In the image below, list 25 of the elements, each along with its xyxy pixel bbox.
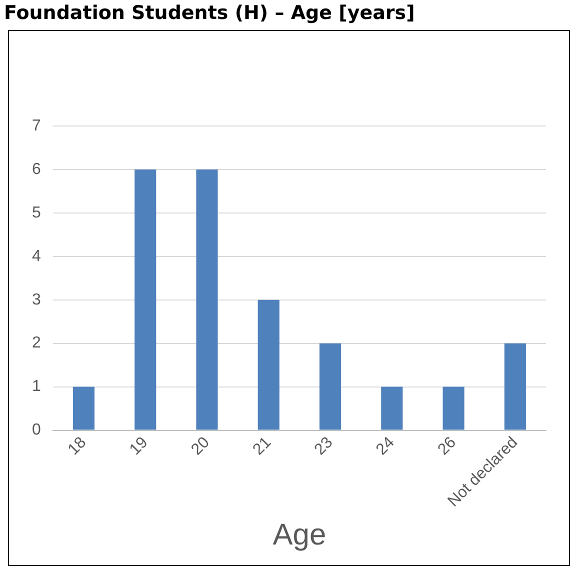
y-tick-label: 0 <box>32 422 41 439</box>
x-tick-label: 23 <box>312 434 336 459</box>
y-tick-label: 2 <box>32 334 41 352</box>
y-tick-label: 4 <box>32 248 41 265</box>
bar <box>319 343 342 430</box>
bar <box>196 169 218 430</box>
x-tick-label: 21 <box>250 434 275 459</box>
x-tick-label: 24 <box>373 434 398 459</box>
y-tick-label: 6 <box>32 160 41 178</box>
y-tick-label: 1 <box>32 378 41 396</box>
bar <box>134 169 156 430</box>
x-tick-label: 18 <box>65 434 90 459</box>
bar <box>72 386 95 430</box>
y-tick-label: 3 <box>32 291 41 308</box>
chart-title: Foundation Students (H) – Age [years] <box>4 2 415 24</box>
y-tick-label: 5 <box>32 204 41 222</box>
bar <box>258 300 280 430</box>
bar <box>381 386 403 430</box>
x-tick-label: 20 <box>188 434 214 459</box>
bar <box>442 386 464 430</box>
x-axis-title: Age <box>272 518 326 552</box>
x-tick-label: 26 <box>434 434 460 459</box>
y-tick-label: 7 <box>32 117 41 134</box>
bar <box>504 343 526 430</box>
x-tick-label: 19 <box>126 434 152 459</box>
